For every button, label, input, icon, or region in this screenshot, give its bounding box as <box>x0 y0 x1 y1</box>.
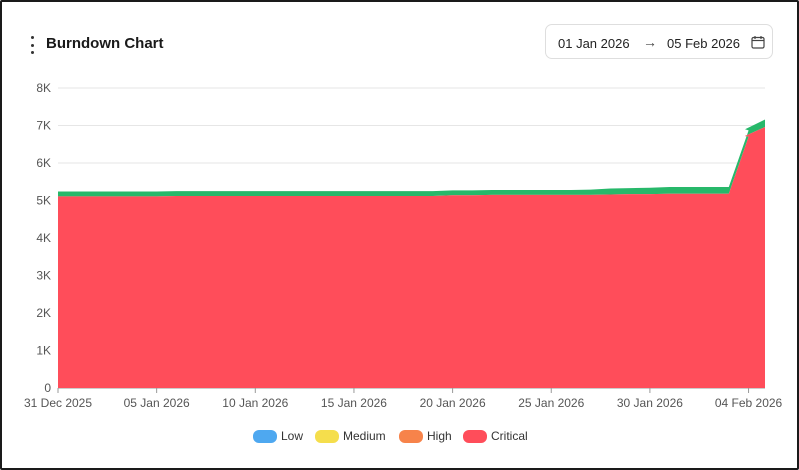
y-tick-label: 6K <box>36 156 51 170</box>
y-tick-label: 8K <box>36 81 51 95</box>
chart-title: Burndown Chart <box>46 35 164 52</box>
y-tick-label: 0 <box>44 381 51 395</box>
series-area-critical <box>58 127 765 388</box>
y-axis-ticks: 0 1K 2K 3K 4K 5K 6K 7K 8K <box>36 81 51 395</box>
date-end[interactable]: 05 Feb 2026 <box>667 36 741 51</box>
legend-swatch <box>253 429 277 443</box>
x-tick-label: 30 Jan 2026 <box>617 396 683 410</box>
burndown-area-chart: 0 1K 2K 3K 4K 5K 6K 7K 8K 31 Dec 2025 05 Jan 2026… <box>24 81 783 410</box>
chart-header: Burndown Chart 01 Jan 2026 → 05 Feb 2026 <box>2 2 797 72</box>
x-tick-label: 04 Feb 2026 <box>715 396 783 410</box>
date-start[interactable]: 01 Jan 2026 <box>558 36 630 51</box>
x-tick-label: 15 Jan 2026 <box>321 396 387 410</box>
x-tick-label: 31 Dec 2025 <box>24 396 92 410</box>
y-tick-label: 3K <box>36 269 51 283</box>
legend-item-medium[interactable]: Medium <box>315 426 386 446</box>
legend-item-critical[interactable]: Critical <box>463 426 528 446</box>
calendar-icon[interactable] <box>751 35 765 49</box>
y-tick-label: 2K <box>36 306 51 320</box>
x-tick-label: 10 Jan 2026 <box>222 396 288 410</box>
legend-swatch <box>399 429 423 443</box>
y-tick-label: 1K <box>36 344 51 358</box>
chart-legend: Low Medium High Critical <box>2 426 797 446</box>
legend-item-high[interactable]: High <box>399 426 452 446</box>
y-tick-label: 4K <box>36 231 51 245</box>
x-tick-label: 05 Jan 2026 <box>124 396 190 410</box>
legend-label: High <box>427 429 452 443</box>
x-tick-label: 25 Jan 2026 <box>518 396 584 410</box>
area-series <box>58 119 765 388</box>
x-axis-ticks: 31 Dec 2025 05 Jan 2026 10 Jan 2026 15 Jan … <box>24 388 783 410</box>
x-tick-label: 20 Jan 2026 <box>420 396 486 410</box>
legend-label: Critical <box>491 429 528 443</box>
legend-swatch <box>315 429 339 443</box>
y-tick-label: 5K <box>36 194 51 208</box>
y-tick-label: 7K <box>36 119 51 133</box>
arrow-right-icon: → <box>643 34 657 50</box>
date-range-picker[interactable]: 01 Jan 2026 → 05 Feb 2026 <box>545 24 773 59</box>
legend-item-low[interactable]: Low <box>253 426 303 446</box>
legend-label: Low <box>281 429 304 443</box>
top-band-area <box>58 119 765 197</box>
kebab-vertical-icon[interactable] <box>28 36 36 54</box>
legend-label: Medium <box>343 429 386 443</box>
legend-swatch <box>463 429 487 443</box>
